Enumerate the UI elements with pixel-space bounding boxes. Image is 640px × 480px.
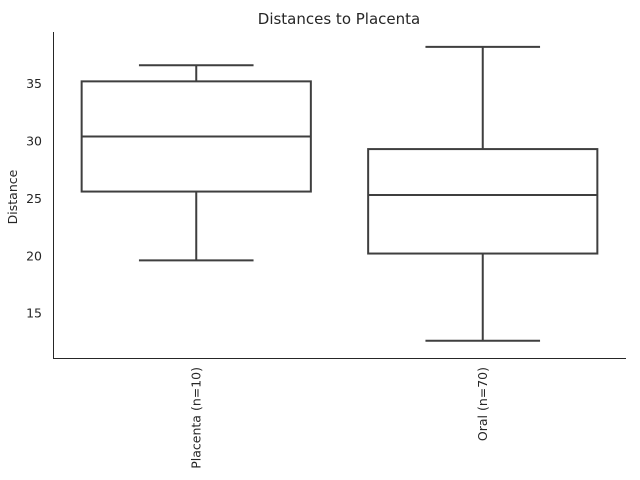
y-axis-label: Distance: [5, 169, 20, 224]
y-tick-label: 15: [26, 306, 42, 321]
interquartile-box: [367, 148, 599, 255]
plot-area: [80, 45, 599, 342]
y-tick-label: 20: [26, 248, 42, 263]
box-oral-n-70: [367, 45, 599, 342]
y-tick-label: 25: [26, 191, 42, 206]
x-tick-labels: Placenta (n=10) Oral (n=70): [188, 367, 490, 469]
y-tick-label: 30: [26, 134, 42, 149]
chart-title: Distances to Placenta: [258, 10, 420, 28]
x-tick-label: Oral (n=70): [475, 367, 490, 441]
box-placenta-n-10: [80, 64, 312, 262]
y-tick-label: 35: [26, 76, 42, 91]
y-tick-labels: 15 20 25 30 35: [26, 76, 42, 321]
x-tick-label: Placenta (n=10): [188, 367, 203, 469]
